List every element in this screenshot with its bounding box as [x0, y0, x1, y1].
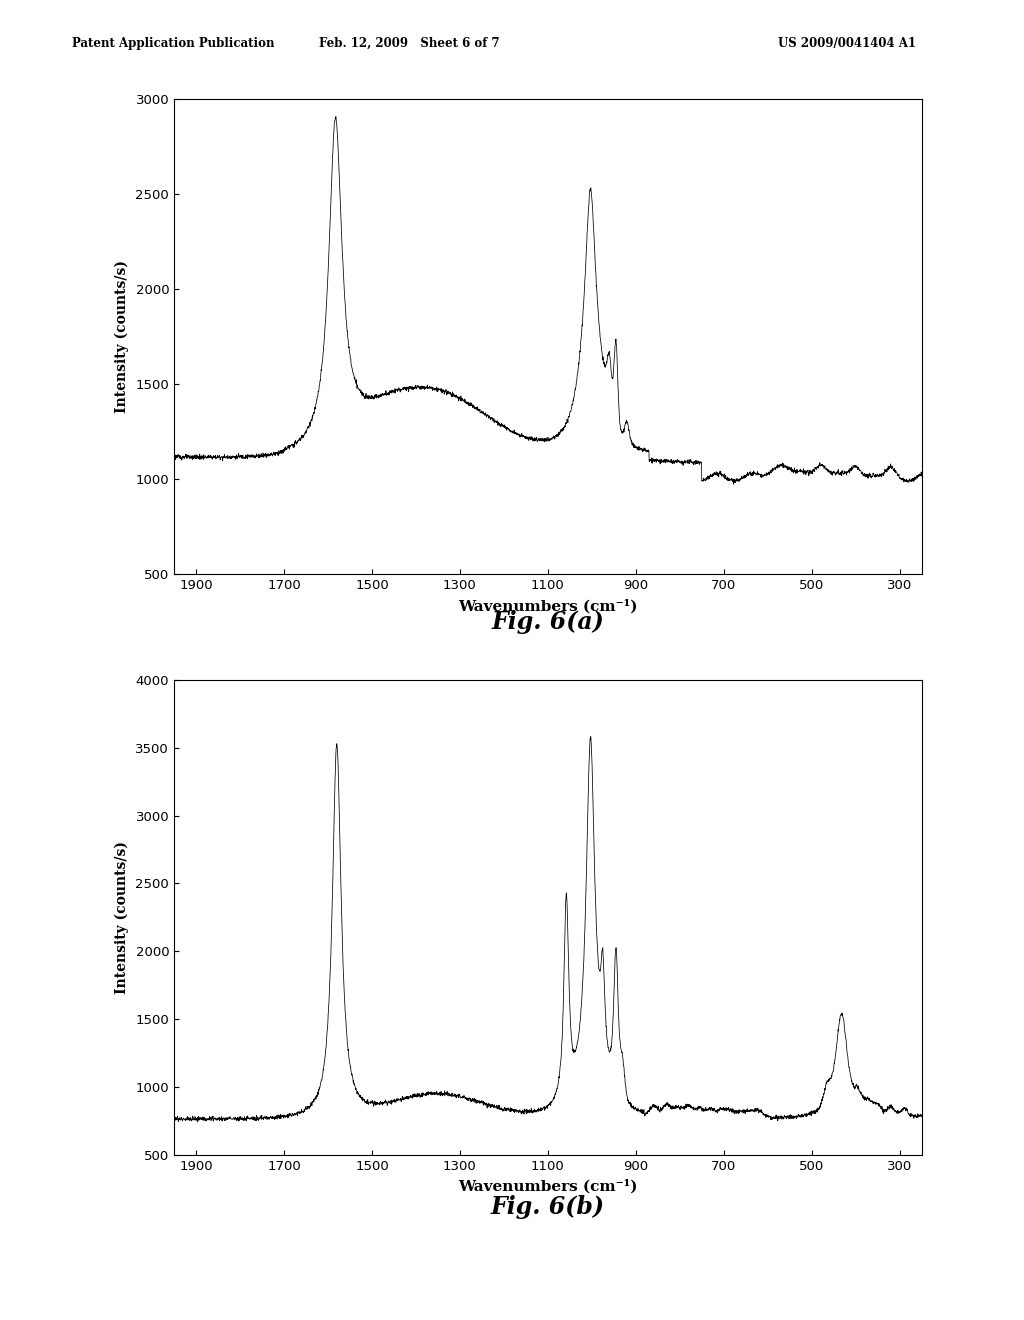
Text: Feb. 12, 2009   Sheet 6 of 7: Feb. 12, 2009 Sheet 6 of 7	[319, 37, 500, 50]
Text: Patent Application Publication: Patent Application Publication	[72, 37, 274, 50]
Text: Fig. 6(a): Fig. 6(a)	[492, 610, 604, 634]
Y-axis label: Intensity (counts/s): Intensity (counts/s)	[114, 841, 129, 994]
Text: US 2009/0041404 A1: US 2009/0041404 A1	[778, 37, 916, 50]
X-axis label: Wavenumbers (cm⁻¹): Wavenumbers (cm⁻¹)	[458, 1180, 638, 1195]
Y-axis label: Intensity (counts/s): Intensity (counts/s)	[114, 260, 129, 413]
X-axis label: Wavenumbers (cm⁻¹): Wavenumbers (cm⁻¹)	[458, 599, 638, 614]
Text: Fig. 6(b): Fig. 6(b)	[490, 1195, 605, 1218]
